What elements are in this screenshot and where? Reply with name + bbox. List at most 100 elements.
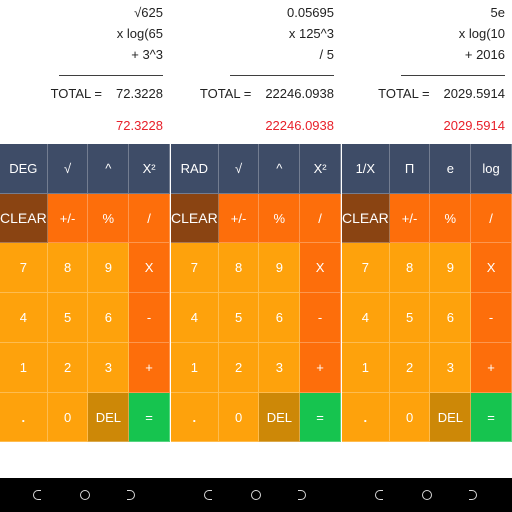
digit-5-button[interactable]: 5 xyxy=(47,293,89,343)
delete-button[interactable]: DEL xyxy=(430,393,472,442)
recent-apps-icon[interactable] xyxy=(204,490,212,500)
percent-button[interactable]: % xyxy=(430,194,472,243)
digit-1-button[interactable]: 1 xyxy=(171,343,219,393)
clear-button[interactable]: CLEAR xyxy=(171,194,219,243)
minus-button[interactable]: - xyxy=(300,293,341,343)
digit-5-button[interactable]: 5 xyxy=(218,293,260,343)
deg-button[interactable]: DEG xyxy=(0,144,48,194)
clear-button[interactable]: CLEAR xyxy=(0,194,48,243)
digit-0-button[interactable]: 0 xyxy=(47,393,89,442)
total-label: TOTAL = xyxy=(378,86,430,101)
recent-apps-icon[interactable] xyxy=(375,490,383,500)
result-value: 22246.0938 xyxy=(265,118,334,133)
total-value: 2029.5914 xyxy=(443,86,505,101)
log-button[interactable]: log xyxy=(471,144,512,194)
square-button[interactable]: X² xyxy=(300,144,341,194)
plus-minus-button[interactable]: +/- xyxy=(389,194,431,243)
divide-button[interactable]: / xyxy=(300,194,341,243)
recent-apps-icon[interactable] xyxy=(33,490,41,500)
reciprocal-button[interactable]: 1/X xyxy=(342,144,390,194)
digit-8-button[interactable]: 8 xyxy=(218,243,260,293)
digit-7-button[interactable]: 7 xyxy=(0,243,48,293)
digit-3-button[interactable]: 3 xyxy=(430,343,472,393)
rad-button[interactable]: RAD xyxy=(171,144,219,194)
percent-button[interactable]: % xyxy=(259,194,301,243)
digit-7-button[interactable]: 7 xyxy=(342,243,390,293)
total-row: TOTAL = 2029.5914 xyxy=(378,86,505,101)
digit-6-button[interactable]: 6 xyxy=(430,293,472,343)
digit-2-button[interactable]: 2 xyxy=(389,343,431,393)
minus-button[interactable]: - xyxy=(129,293,170,343)
expression-line: + 2016 xyxy=(464,47,505,62)
power-button[interactable]: ^ xyxy=(88,144,130,194)
digit-3-button[interactable]: 3 xyxy=(259,343,301,393)
minus-button[interactable]: - xyxy=(471,293,512,343)
divide-button[interactable]: / xyxy=(471,194,512,243)
divide-button[interactable]: / xyxy=(129,194,170,243)
home-icon[interactable] xyxy=(80,490,90,500)
keypad: DEG √ ^ X² CLEAR +/- % / 7 8 9 X 4 5 6 -… xyxy=(0,144,170,442)
decimal-button[interactable]: . xyxy=(171,393,219,442)
digit-6-button[interactable]: 6 xyxy=(259,293,301,343)
expression-line: x log(65 xyxy=(116,26,163,41)
equals-button[interactable]: = xyxy=(129,393,170,442)
keypad: RAD √ ^ X² CLEAR +/- % / 7 8 9 X 4 5 6 -… xyxy=(171,144,341,442)
digit-0-button[interactable]: 0 xyxy=(389,393,431,442)
equals-button[interactable]: = xyxy=(471,393,512,442)
display: √625 x log(65 + 3^3 ———————— TOTAL = 72.… xyxy=(0,0,170,144)
plus-button[interactable]: + xyxy=(129,343,170,393)
multiply-button[interactable]: X xyxy=(300,243,341,293)
square-button[interactable]: X² xyxy=(129,144,170,194)
digit-2-button[interactable]: 2 xyxy=(47,343,89,393)
plus-minus-button[interactable]: +/- xyxy=(218,194,260,243)
equals-button[interactable]: = xyxy=(300,393,341,442)
total-label: TOTAL = xyxy=(50,86,102,101)
digit-4-button[interactable]: 4 xyxy=(0,293,48,343)
delete-button[interactable]: DEL xyxy=(88,393,130,442)
back-icon[interactable] xyxy=(298,490,306,500)
digit-0-button[interactable]: 0 xyxy=(218,393,260,442)
home-icon[interactable] xyxy=(422,490,432,500)
result-value: 72.3228 xyxy=(116,118,163,133)
digit-2-button[interactable]: 2 xyxy=(218,343,260,393)
home-icon[interactable] xyxy=(251,490,261,500)
sqrt-button[interactable]: √ xyxy=(218,144,260,194)
multiply-button[interactable]: X xyxy=(129,243,170,293)
digit-8-button[interactable]: 8 xyxy=(389,243,431,293)
calculator-panel-2: 0.05695 x 125^3 / 5 ———————— TOTAL = 222… xyxy=(171,0,341,512)
spacer xyxy=(171,442,341,478)
digit-9-button[interactable]: 9 xyxy=(88,243,130,293)
decimal-button[interactable]: . xyxy=(342,393,390,442)
clear-button[interactable]: CLEAR xyxy=(342,194,390,243)
spacer xyxy=(0,442,170,478)
digit-9-button[interactable]: 9 xyxy=(430,243,472,293)
power-button[interactable]: ^ xyxy=(259,144,301,194)
digit-7-button[interactable]: 7 xyxy=(171,243,219,293)
calculator-panel-1: √625 x log(65 + 3^3 ———————— TOTAL = 72.… xyxy=(0,0,170,512)
expression-line: x 125^3 xyxy=(288,26,334,41)
digit-5-button[interactable]: 5 xyxy=(389,293,431,343)
percent-button[interactable]: % xyxy=(88,194,130,243)
digit-1-button[interactable]: 1 xyxy=(0,343,48,393)
pi-button[interactable]: Π xyxy=(389,144,431,194)
plus-button[interactable]: + xyxy=(300,343,341,393)
euler-button[interactable]: e xyxy=(430,144,472,194)
delete-button[interactable]: DEL xyxy=(259,393,301,442)
digit-8-button[interactable]: 8 xyxy=(47,243,89,293)
plus-minus-button[interactable]: +/- xyxy=(47,194,89,243)
digit-1-button[interactable]: 1 xyxy=(342,343,390,393)
expression-line: √625 xyxy=(134,5,163,20)
sqrt-button[interactable]: √ xyxy=(47,144,89,194)
digit-4-button[interactable]: 4 xyxy=(171,293,219,343)
digit-4-button[interactable]: 4 xyxy=(342,293,390,343)
plus-button[interactable]: + xyxy=(471,343,512,393)
back-icon[interactable] xyxy=(127,490,135,500)
result-value: 2029.5914 xyxy=(443,118,505,133)
total-label: TOTAL = xyxy=(199,86,252,101)
digit-3-button[interactable]: 3 xyxy=(88,343,130,393)
digit-9-button[interactable]: 9 xyxy=(259,243,301,293)
back-icon[interactable] xyxy=(469,490,477,500)
multiply-button[interactable]: X xyxy=(471,243,512,293)
digit-6-button[interactable]: 6 xyxy=(88,293,130,343)
decimal-button[interactable]: . xyxy=(0,393,48,442)
